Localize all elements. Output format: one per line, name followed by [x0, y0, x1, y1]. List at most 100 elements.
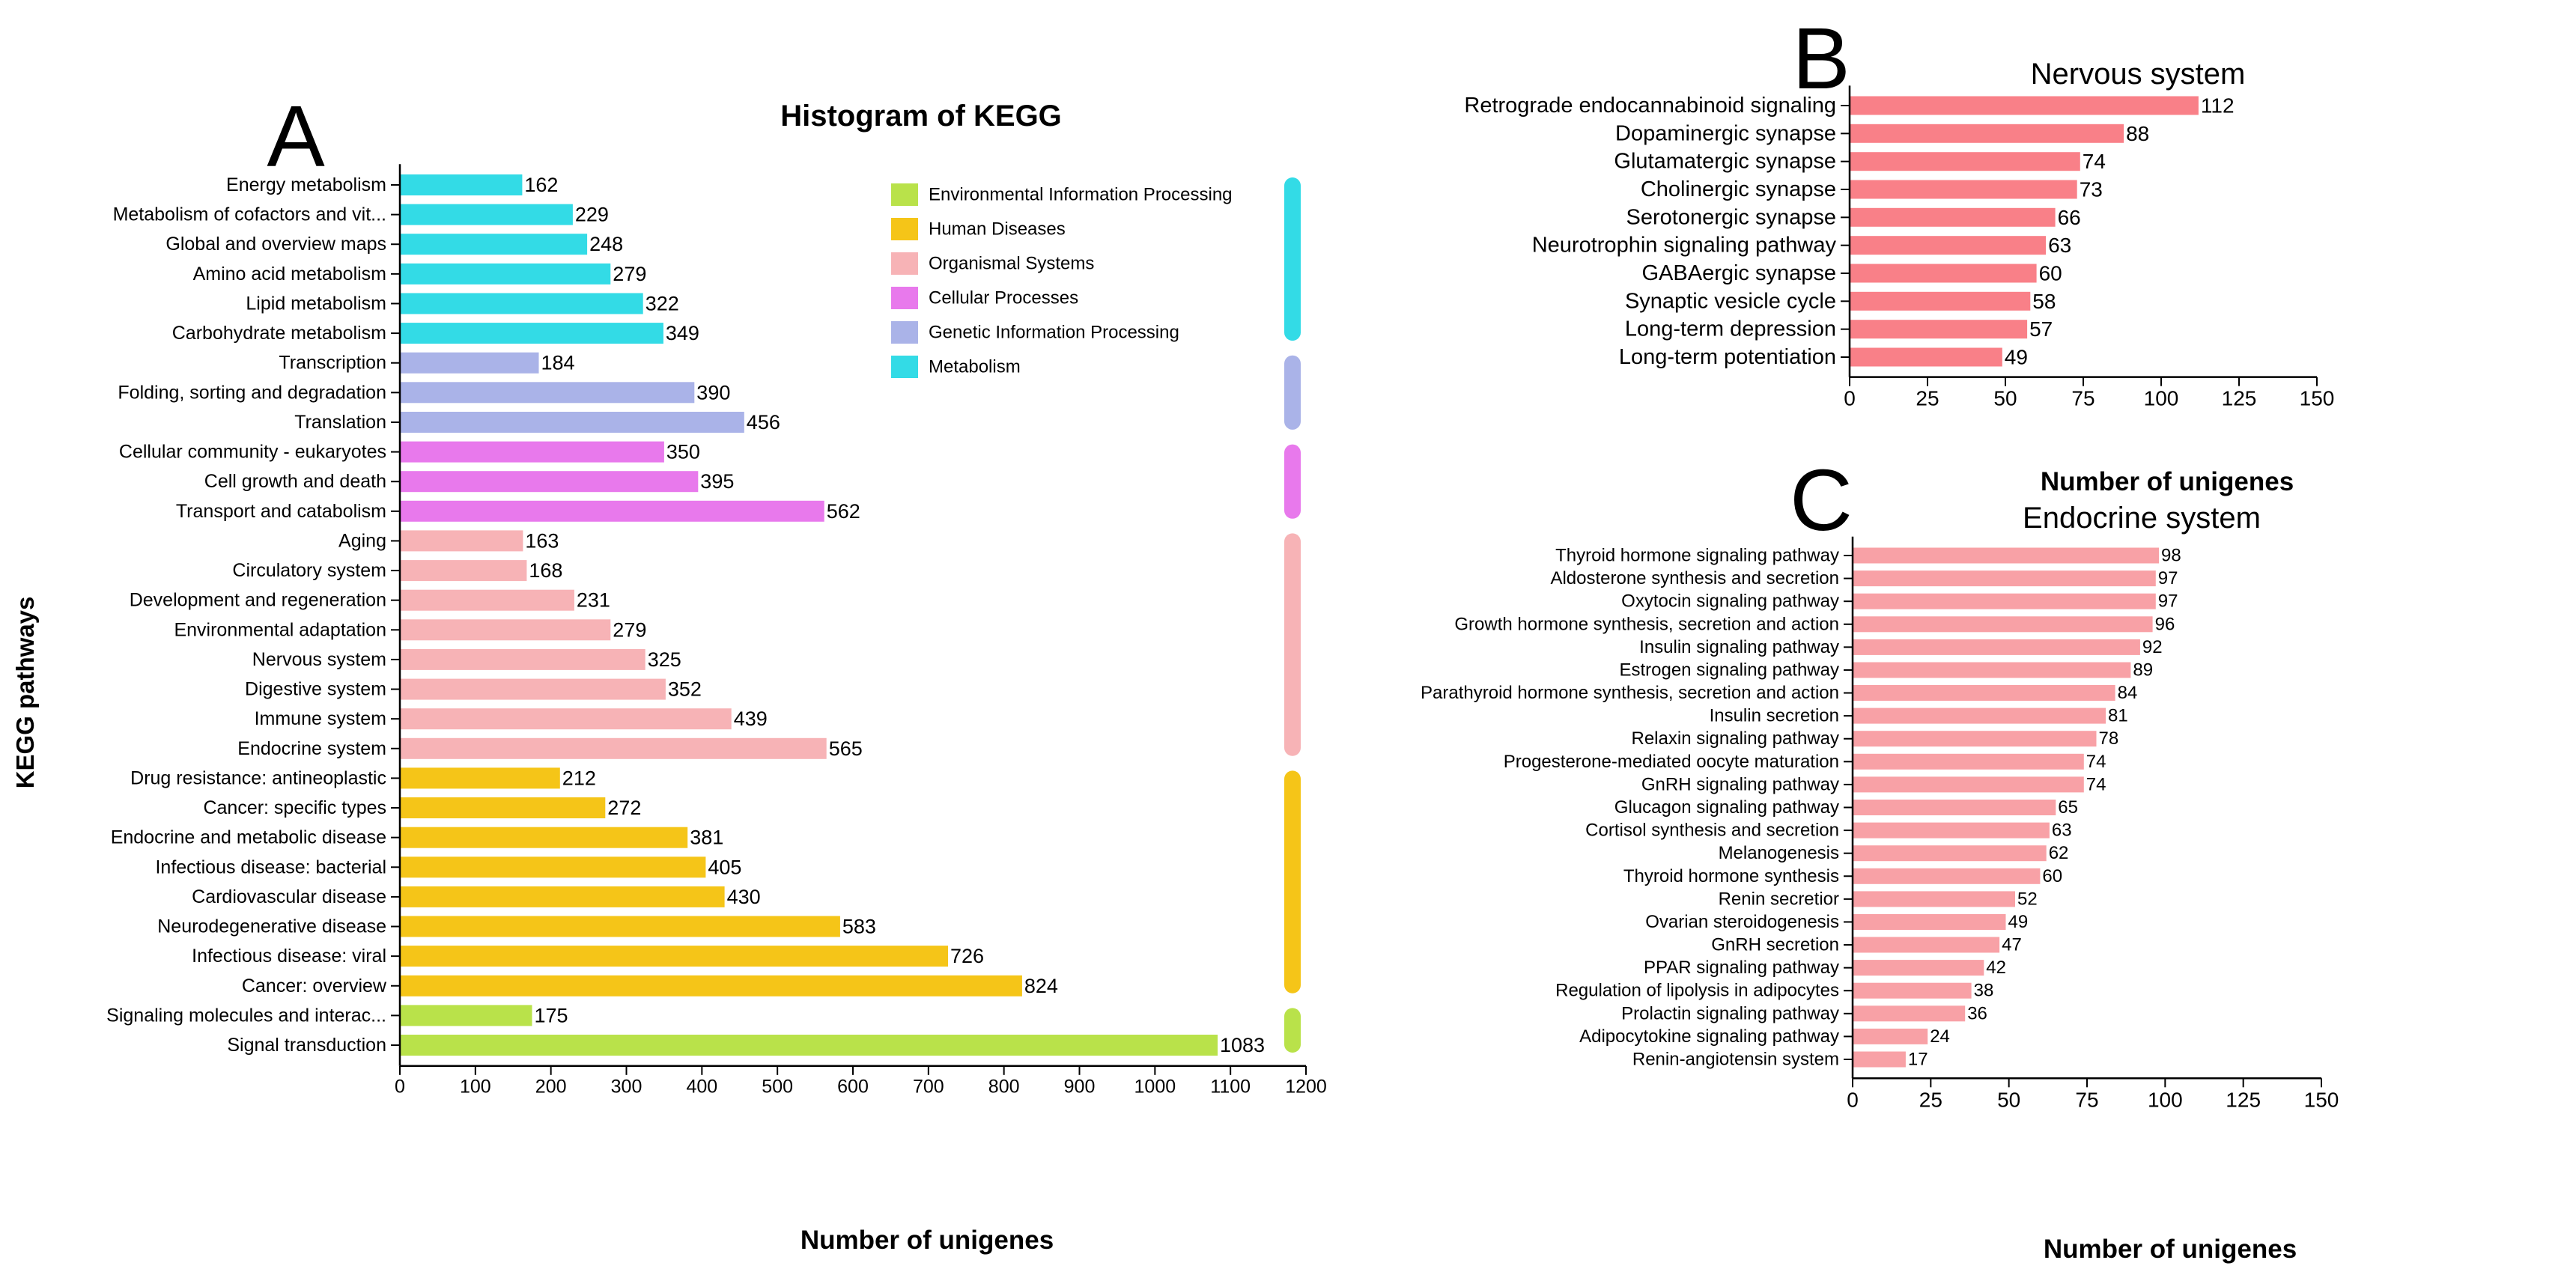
data-label: 163 — [525, 529, 559, 552]
category-label: Regulation of lipolysis in adipocytes — [1555, 981, 1839, 1001]
category-label: Insulin secretion — [1710, 706, 1839, 726]
data-label: 405 — [708, 856, 741, 878]
category-label: Cholinergic synapse — [1641, 177, 1836, 201]
data-label: 42 — [1986, 958, 2006, 978]
bar-c-4 — [1853, 639, 2140, 655]
category-label: Aldosterone synthesis and secretion — [1550, 568, 1839, 588]
category-label: GnRH signaling pathway — [1641, 774, 1839, 794]
bar-c-16 — [1853, 914, 2006, 930]
bar-c-7 — [1853, 707, 2106, 724]
x-tick-label: 500 — [762, 1076, 793, 1097]
data-label: 60 — [2039, 262, 2062, 285]
category-label: Serotonergic synapse — [1626, 205, 1837, 229]
category-label: Ovarian steroidogenesis — [1645, 912, 1839, 932]
bar-b-2 — [1850, 152, 2080, 171]
category-label: Lipid metabolism — [246, 293, 386, 314]
data-label: 352 — [668, 678, 702, 701]
category-label: GnRH secretion — [1711, 935, 1839, 955]
bar-c-19 — [1853, 982, 1972, 999]
bar-a-10 — [400, 471, 699, 493]
data-label: 325 — [648, 648, 681, 671]
panel-b-xlabel: Number of unigenes — [2041, 467, 2294, 496]
bar-a-28 — [400, 1005, 532, 1026]
bar-b-8 — [1850, 320, 2028, 339]
bar-a-16 — [400, 648, 645, 670]
bar-a-22 — [400, 827, 688, 848]
data-label: 92 — [2142, 637, 2163, 657]
bar-a-29 — [400, 1035, 1218, 1056]
data-label: 430 — [727, 886, 761, 908]
x-tick-label: 300 — [611, 1076, 643, 1097]
category-label: Cancer: specific types — [203, 797, 386, 818]
data-label: 583 — [842, 916, 876, 938]
bar-b-6 — [1850, 264, 2037, 283]
data-label: 381 — [690, 827, 723, 849]
data-label: 562 — [827, 500, 860, 523]
category-label: Transcription — [279, 353, 386, 374]
bar-a-26 — [400, 946, 948, 967]
legend-item: Cellular Processes — [929, 288, 1078, 308]
data-label: 162 — [524, 174, 558, 196]
data-label: 248 — [589, 233, 623, 255]
category-label: Dopaminergic synapse — [1615, 121, 1836, 145]
category-label: Retrograde endocannabinoid signaling — [1464, 94, 1836, 118]
legend-swatch — [891, 321, 918, 344]
data-label: 395 — [700, 470, 734, 493]
x-tick-label: 1100 — [1210, 1076, 1251, 1097]
x-tick-label: 0 — [1844, 387, 1856, 410]
panel-b-chart: Nervous system Number of unigenes Retrog… — [1464, 58, 2334, 496]
bar-c-5 — [1853, 662, 2131, 678]
bar-a-18 — [400, 708, 732, 730]
category-label: Transport and catabolism — [176, 501, 386, 522]
x-tick-label: 200 — [535, 1076, 567, 1097]
bar-c-3 — [1853, 616, 2153, 633]
bar-c-8 — [1853, 731, 2097, 747]
x-tick-label: 600 — [837, 1076, 869, 1097]
bar-c-21 — [1853, 1028, 1928, 1044]
category-label: Infectious disease: viral — [192, 946, 386, 967]
category-label: Digestive system — [245, 679, 386, 700]
data-label: 175 — [535, 1004, 568, 1026]
data-label: 279 — [613, 618, 646, 641]
panel-c-xlabel: Number of unigenes — [2044, 1235, 2297, 1264]
category-label: Relaxin signaling pathway — [1632, 728, 1840, 749]
x-tick-label: 25 — [1916, 387, 1939, 410]
panel-a-letter: A — [267, 88, 325, 185]
category-label: Global and overview maps — [165, 234, 386, 255]
panel-a-title: Histogram of KEGG — [780, 100, 1062, 133]
bar-a-7 — [400, 382, 695, 404]
data-label: 229 — [575, 204, 609, 226]
x-tick-label: 50 — [1997, 1088, 2020, 1111]
category-label: Aging — [338, 530, 386, 551]
category-label: Parathyroid hormone synthesis, secretion… — [1421, 683, 1839, 703]
group-strip — [1284, 1008, 1301, 1053]
bar-a-11 — [400, 500, 824, 522]
category-label: Endocrine and metabolic disease — [111, 827, 386, 848]
data-label: 63 — [2048, 234, 2071, 257]
data-label: 272 — [607, 797, 641, 819]
data-label: 38 — [1974, 981, 1994, 1001]
category-label: Synaptic vesicle cycle — [1625, 289, 1836, 313]
panel-c-chart: Endocrine system Number of unigenes Thyr… — [1421, 502, 2339, 1264]
bar-a-27 — [400, 975, 1022, 996]
legend-item: Human Diseases — [929, 219, 1066, 240]
bar-a-4 — [400, 293, 643, 314]
legend-item: Organismal Systems — [929, 254, 1094, 274]
category-label: Estrogen signaling pathway — [1619, 660, 1839, 680]
bar-c-22 — [1853, 1051, 1906, 1068]
bar-a-20 — [400, 767, 560, 789]
category-label: Circulatory system — [232, 560, 386, 581]
data-label: 36 — [1967, 1003, 1987, 1023]
bar-b-5 — [1850, 236, 2047, 255]
panel-b-title: Nervous system — [2031, 58, 2246, 91]
group-strip — [1284, 770, 1301, 993]
category-label: Thyroid hormone synthesis — [1623, 866, 1839, 886]
data-label: 52 — [2017, 889, 2038, 909]
data-label: 350 — [666, 441, 700, 463]
category-label: Endocrine system — [237, 738, 386, 759]
legend-item: Environmental Information Processing — [929, 185, 1233, 205]
x-tick-label: 700 — [913, 1076, 944, 1097]
data-label: 65 — [2058, 797, 2078, 818]
group-strip — [1284, 533, 1301, 756]
